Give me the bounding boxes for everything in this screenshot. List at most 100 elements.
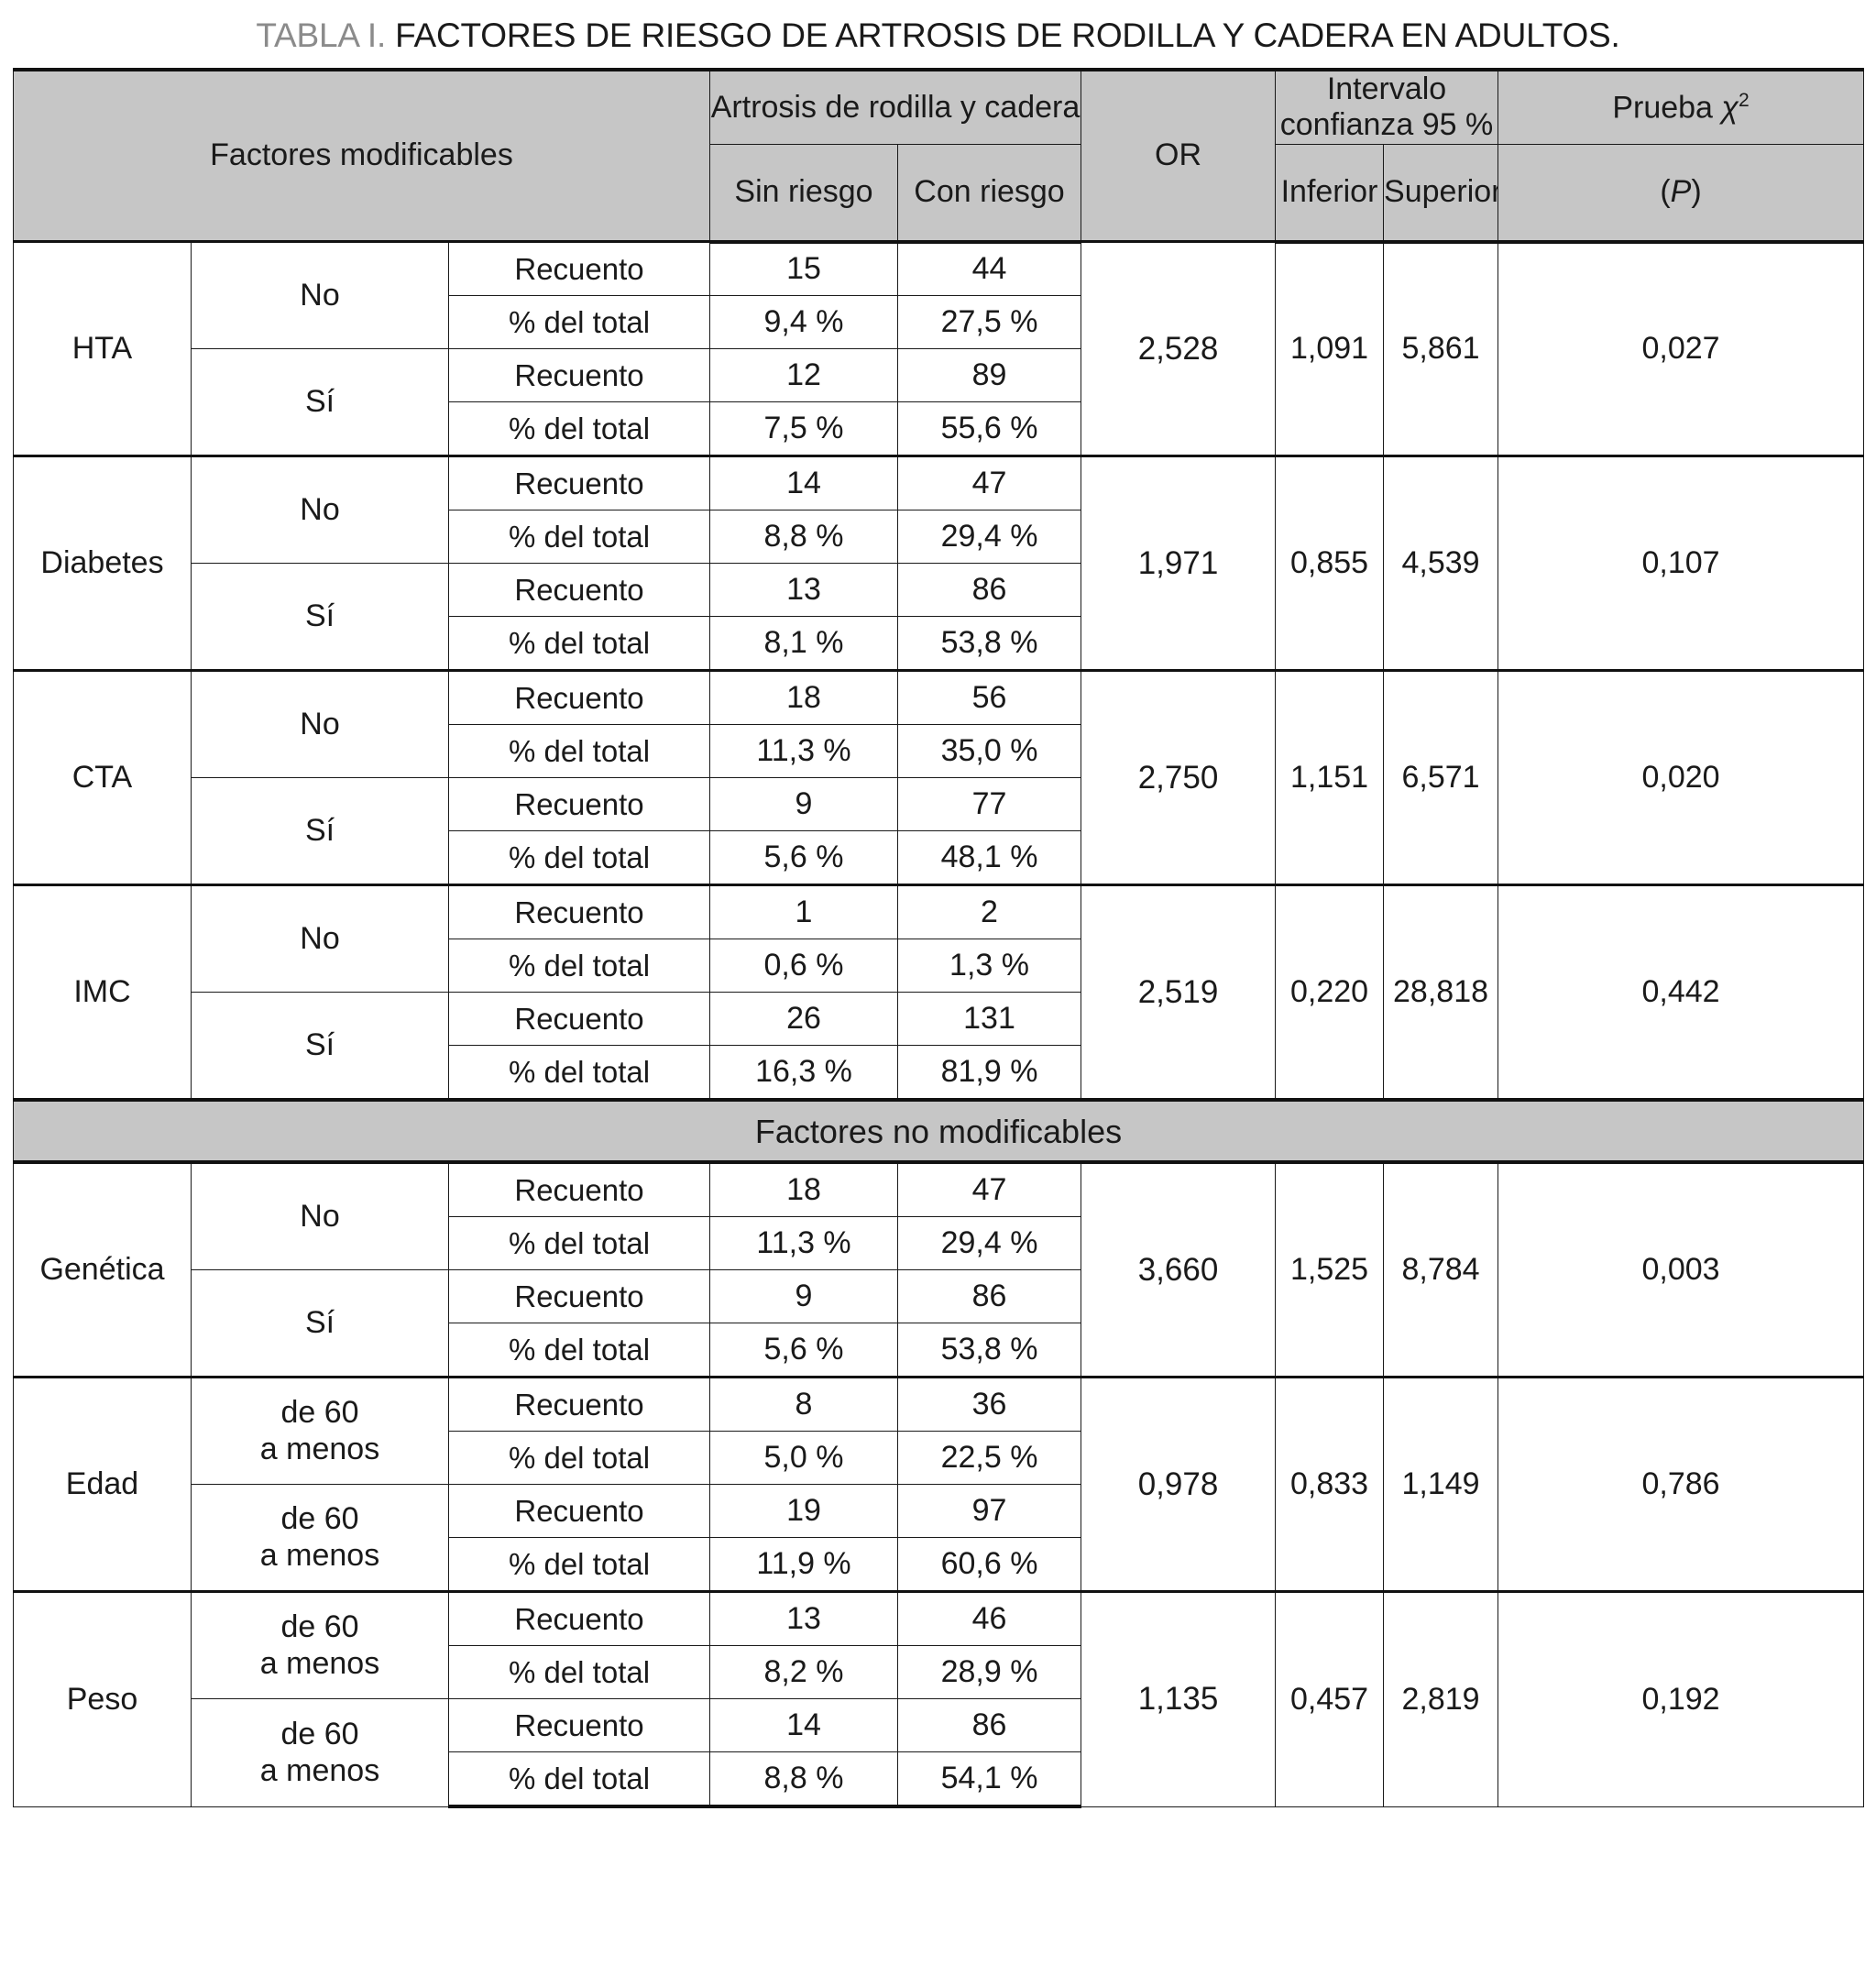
table-row: de 60 a menos Recuento 19 97 (14, 1484, 1864, 1593)
stat-label-pct: % del total (448, 1645, 710, 1700)
value-recuento-con: 2 (896, 884, 1082, 940)
category-line-1: de 60 (280, 1609, 359, 1645)
value-recuento-con: 47 (896, 455, 1082, 511)
stat-label-pct: % del total (448, 1323, 710, 1378)
chi-symbol: χ (1721, 89, 1739, 125)
category-no: No (191, 455, 449, 565)
table-row: % del total 11,9 % 60,6 % (14, 1537, 1864, 1593)
table-row: % del total 8,8 % 54,1 % (14, 1751, 1864, 1809)
value-recuento-sin: 9 (709, 777, 898, 832)
category-si: Sí (191, 563, 449, 672)
value-pct-sin: 8,8 % (709, 1751, 898, 1809)
stat-label-pct: % del total (448, 939, 710, 993)
value-p: 0,442 (1498, 884, 1865, 1101)
stat-label-pct: % del total (448, 401, 710, 457)
value-pct-con: 29,4 % (896, 510, 1082, 565)
value-pct-sin: 5,6 % (709, 1323, 898, 1378)
factor-label-cta: CTA (13, 669, 192, 886)
value-ci-superior: 8,784 (1383, 1161, 1499, 1378)
value-recuento-con: 86 (896, 1269, 1082, 1324)
table-row: % del total 8,1 % 53,8 % (14, 616, 1864, 672)
value-pct-con: 35,0 % (896, 724, 1082, 779)
value-pct-con: 55,6 % (896, 401, 1082, 457)
header-inferior: Inferior (1275, 143, 1385, 244)
value-pct-con: 53,8 % (896, 616, 1082, 672)
table-row: % del total 0,6 % 1,3 % (14, 939, 1864, 993)
stat-label-recuento: Recuento (448, 1590, 710, 1647)
value-or: 2,528 (1081, 240, 1277, 457)
stat-label-recuento: Recuento (448, 669, 710, 726)
value-recuento-sin: 14 (709, 455, 898, 511)
category-no: No (191, 1161, 449, 1271)
value-pct-sin: 5,0 % (709, 1431, 898, 1486)
value-recuento-sin: 19 (709, 1484, 898, 1539)
p-symbol: P (1670, 174, 1692, 210)
value-recuento-con: 131 (896, 992, 1082, 1047)
value-recuento-sin: 13 (709, 1590, 898, 1647)
table-row: % del total 5,6 % 48,1 % (14, 830, 1864, 886)
stat-label-recuento: Recuento (448, 563, 710, 618)
value-ci-inferior: 1,091 (1275, 240, 1385, 457)
table-number: TABLA I. (256, 16, 387, 54)
value-p: 0,107 (1498, 455, 1865, 672)
header-intervalo-confianza: Intervalo confianza 95 % (1275, 67, 1499, 145)
category-no: No (191, 884, 449, 993)
value-recuento-con: 89 (896, 348, 1082, 403)
stat-label-pct: % del total (448, 724, 710, 779)
value-recuento-con: 47 (896, 1161, 1082, 1218)
category-line-1: de 60 (280, 1395, 359, 1431)
category-de60-a-menos: de 60 a menos (191, 1376, 449, 1486)
value-pct-con: 28,9 % (896, 1645, 1082, 1700)
value-or: 3,660 (1081, 1161, 1277, 1378)
table-caption: TABLA I. FACTORES DE RIESGO DE ARTROSIS … (13, 0, 1863, 68)
header-artrosis-group: Artrosis de rodilla y cadera (708, 67, 1082, 145)
value-pct-con: 1,3 % (896, 939, 1082, 993)
value-or: 2,519 (1081, 884, 1277, 1101)
table-row: Edad de 60 a menos Recuento 8 36 0,978 0… (13, 1376, 1865, 1593)
value-ci-superior: 4,539 (1383, 455, 1499, 672)
value-recuento-con: 86 (896, 563, 1082, 618)
factor-label-imc: IMC (13, 884, 192, 1101)
stat-label-pct: % del total (448, 830, 710, 886)
table-row: % del total 9,4 % 27,5 % (14, 295, 1864, 350)
category-line-2: a menos (259, 1431, 380, 1466)
value-pct-con: 27,5 % (896, 295, 1082, 350)
table-row: Sí Recuento 13 86 (14, 563, 1864, 672)
stat-label-recuento: Recuento (448, 1698, 710, 1753)
value-pct-con: 60,6 % (896, 1537, 1082, 1593)
table-row: Diabetes No Recuento 14 47 1,971 0,855 4… (13, 455, 1865, 672)
stat-label-recuento: Recuento (448, 1269, 710, 1324)
table-row: Genética No Recuento 18 47 3,660 1,525 8… (13, 1161, 1865, 1378)
stat-label-pct: % del total (448, 1045, 710, 1101)
value-pct-sin: 5,6 % (709, 830, 898, 886)
value-recuento-sin: 8 (709, 1376, 898, 1433)
category-de60-a-menos: de 60 a menos (191, 1590, 449, 1700)
header-p-value: (P) (1498, 143, 1865, 244)
section-band-row: Factores no modificables (12, 1098, 1865, 1165)
table-caption-text: FACTORES DE RIESGO DE ARTROSIS DE RODILL… (386, 16, 1620, 54)
category-line-2: a menos (259, 1752, 380, 1788)
value-recuento-sin: 15 (709, 240, 898, 297)
category-si: Sí (191, 348, 449, 457)
value-ci-superior: 5,861 (1383, 240, 1499, 457)
header-sin-riesgo: Sin riesgo (709, 143, 898, 244)
value-p: 0,192 (1498, 1590, 1865, 1807)
section-header-factores-no-modificables: Factores no modificables (12, 1098, 1865, 1165)
factor-label-diabetes: Diabetes (13, 455, 192, 672)
value-pct-con: 22,5 % (896, 1431, 1082, 1486)
table-row: Sí Recuento 12 89 (14, 348, 1864, 457)
value-recuento-con: 56 (896, 669, 1082, 726)
table-row: Sí Recuento 26 131 (14, 992, 1864, 1101)
value-recuento-con: 97 (896, 1484, 1082, 1539)
category-de60-a-menos: de 60 a menos (191, 1698, 449, 1807)
stat-label-pct: % del total (448, 510, 710, 565)
category-si: Sí (191, 1269, 449, 1378)
value-ci-inferior: 0,220 (1275, 884, 1385, 1101)
value-pct-con: 48,1 % (896, 830, 1082, 886)
value-pct-sin: 8,2 % (709, 1645, 898, 1700)
header-con-riesgo: Con riesgo (896, 143, 1082, 244)
factor-label-edad: Edad (13, 1376, 192, 1593)
value-p: 0,020 (1498, 669, 1865, 886)
value-pct-con: 53,8 % (896, 1323, 1082, 1378)
table-row: % del total 11,3 % 29,4 % (14, 1216, 1864, 1271)
